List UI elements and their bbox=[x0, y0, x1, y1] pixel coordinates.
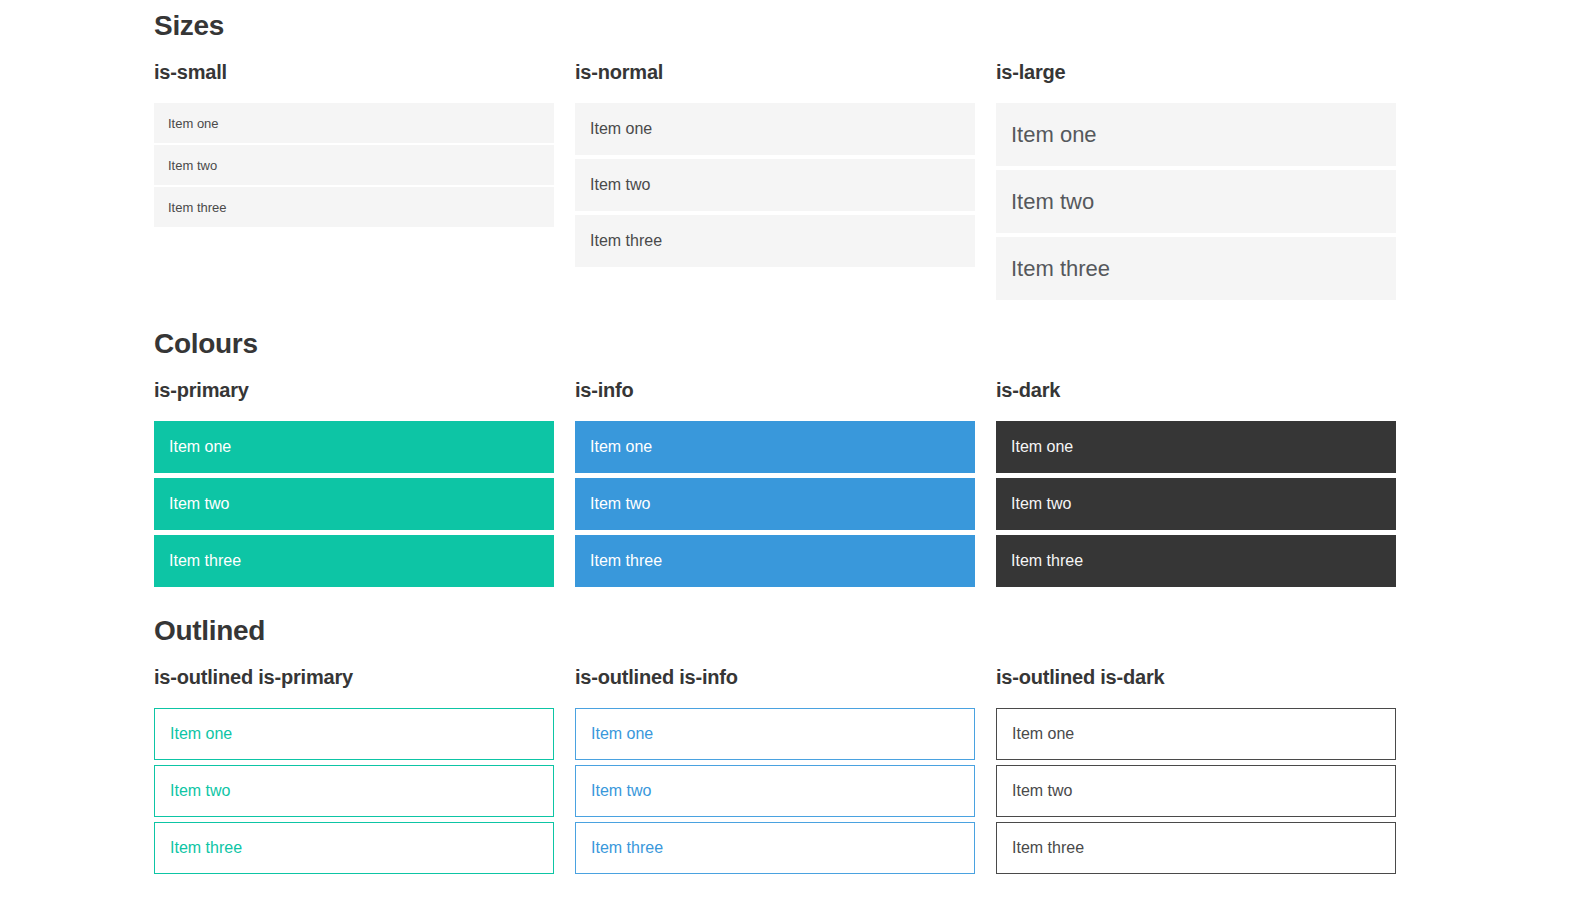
section-sizes: Sizes is-small Item one Item two Item th… bbox=[154, 10, 1396, 300]
group-label-is-normal: is-normal bbox=[575, 61, 975, 84]
outlined-columns: is-outlined is-primary Item one Item two… bbox=[154, 666, 1396, 874]
column-is-normal: is-normal Item one Item two Item three bbox=[575, 61, 975, 267]
section-colours: Colours is-primary Item one Item two Ite… bbox=[154, 328, 1396, 587]
list-item[interactable]: Item two bbox=[154, 145, 554, 185]
group-label-outlined-dark: is-outlined is-dark bbox=[996, 666, 1396, 689]
sizes-columns: is-small Item one Item two Item three is… bbox=[154, 61, 1396, 300]
group-label-is-small: is-small bbox=[154, 61, 554, 84]
list-item[interactable]: Item two bbox=[575, 159, 975, 211]
list-item[interactable]: Item three bbox=[154, 822, 554, 874]
list-item[interactable]: Item three bbox=[996, 822, 1396, 874]
list-item[interactable]: Item one bbox=[996, 421, 1396, 473]
list-item[interactable]: Item one bbox=[575, 708, 975, 760]
list-item[interactable]: Item two bbox=[575, 765, 975, 817]
list-item[interactable]: Item one bbox=[154, 708, 554, 760]
column-is-primary: is-primary Item one Item two Item three bbox=[154, 379, 554, 587]
group-label-outlined-primary: is-outlined is-primary bbox=[154, 666, 554, 689]
column-is-small: is-small Item one Item two Item three bbox=[154, 61, 554, 227]
list-item[interactable]: Item one bbox=[996, 708, 1396, 760]
group-label-is-dark: is-dark bbox=[996, 379, 1396, 402]
section-title-outlined: Outlined bbox=[154, 615, 1396, 646]
list-item[interactable]: Item three bbox=[154, 187, 554, 227]
list-item[interactable]: Item one bbox=[575, 103, 975, 155]
list-item[interactable]: Item one bbox=[154, 103, 554, 143]
group-label-is-large: is-large bbox=[996, 61, 1396, 84]
list-outlined-dark: Item one Item two Item three bbox=[996, 708, 1396, 874]
list-info: Item one Item two Item three bbox=[575, 421, 975, 587]
component-docs-page: Sizes is-small Item one Item two Item th… bbox=[0, 0, 1595, 897]
list-item[interactable]: Item three bbox=[575, 215, 975, 267]
column-outlined-info: is-outlined is-info Item one Item two It… bbox=[575, 666, 975, 874]
group-label-is-primary: is-primary bbox=[154, 379, 554, 402]
column-is-info: is-info Item one Item two Item three bbox=[575, 379, 975, 587]
column-outlined-primary: is-outlined is-primary Item one Item two… bbox=[154, 666, 554, 874]
section-outlined: Outlined is-outlined is-primary Item one… bbox=[154, 615, 1396, 874]
group-label-outlined-info: is-outlined is-info bbox=[575, 666, 975, 689]
list-item[interactable]: Item two bbox=[996, 170, 1396, 233]
list-small: Item one Item two Item three bbox=[154, 103, 554, 227]
list-primary: Item one Item two Item three bbox=[154, 421, 554, 587]
list-outlined-primary: Item one Item two Item three bbox=[154, 708, 554, 874]
list-item[interactable]: Item three bbox=[154, 535, 554, 587]
list-item[interactable]: Item three bbox=[996, 535, 1396, 587]
column-is-large: is-large Item one Item two Item three bbox=[996, 61, 1396, 300]
list-item[interactable]: Item three bbox=[575, 535, 975, 587]
column-outlined-dark: is-outlined is-dark Item one Item two It… bbox=[996, 666, 1396, 874]
list-item[interactable]: Item one bbox=[154, 421, 554, 473]
list-item[interactable]: Item two bbox=[154, 765, 554, 817]
list-item[interactable]: Item three bbox=[996, 237, 1396, 300]
section-title-colours: Colours bbox=[154, 328, 1396, 359]
section-title-sizes: Sizes bbox=[154, 10, 1396, 41]
group-label-is-info: is-info bbox=[575, 379, 975, 402]
list-item[interactable]: Item three bbox=[575, 822, 975, 874]
list-large: Item one Item two Item three bbox=[996, 103, 1396, 300]
list-item[interactable]: Item one bbox=[996, 103, 1396, 166]
column-is-dark: is-dark Item one Item two Item three bbox=[996, 379, 1396, 587]
list-normal: Item one Item two Item three bbox=[575, 103, 975, 267]
colours-columns: is-primary Item one Item two Item three … bbox=[154, 379, 1396, 587]
list-item[interactable]: Item two bbox=[154, 478, 554, 530]
list-item[interactable]: Item two bbox=[996, 478, 1396, 530]
list-item[interactable]: Item two bbox=[996, 765, 1396, 817]
list-item[interactable]: Item one bbox=[575, 421, 975, 473]
list-dark: Item one Item two Item three bbox=[996, 421, 1396, 587]
list-item[interactable]: Item two bbox=[575, 478, 975, 530]
list-outlined-info: Item one Item two Item three bbox=[575, 708, 975, 874]
